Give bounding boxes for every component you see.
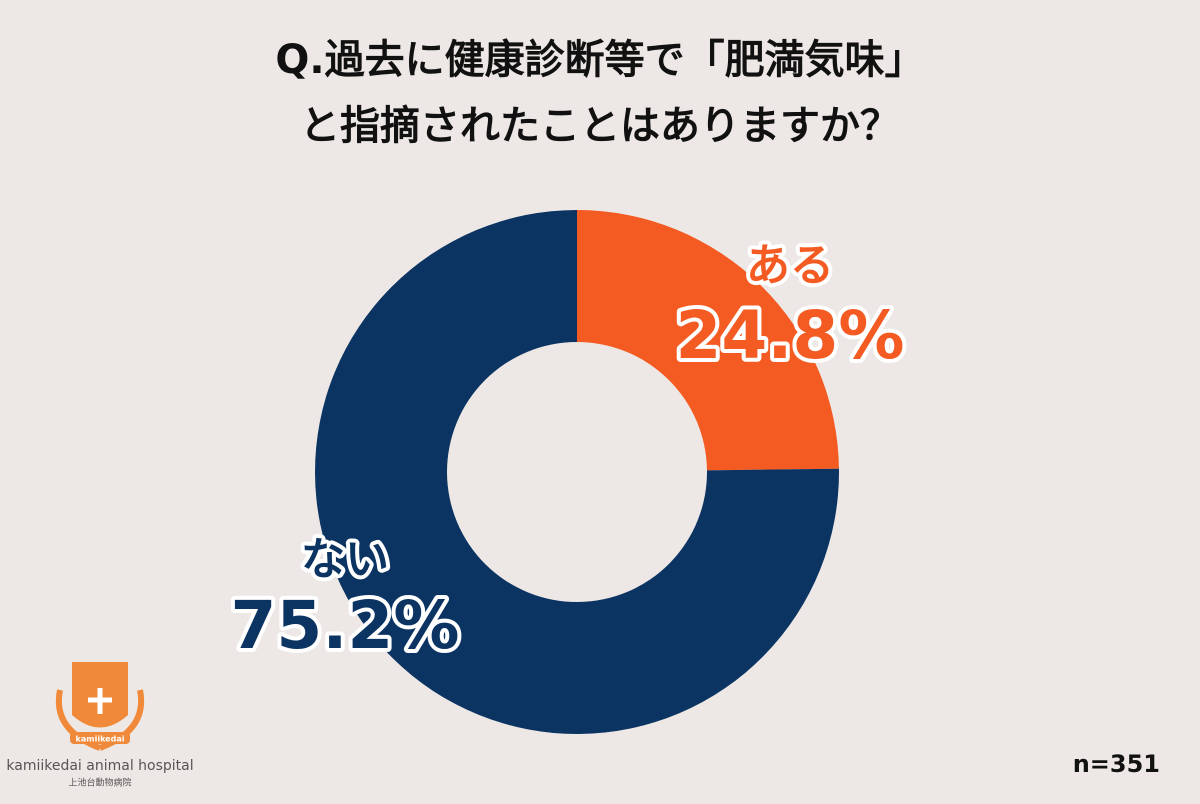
value-label: 75.2% <box>231 587 460 664</box>
sample-size: n=351 <box>1073 750 1160 778</box>
chart-title: Q.過去に健康診断等で「肥満気味」 <box>275 37 924 83</box>
chart-title: と指摘されたことはありますか？ <box>300 103 900 149</box>
logo-name-ja: 上池台動物病院 <box>68 777 131 789</box>
logo-ribbon <box>70 732 130 744</box>
logo-badge: kamiikedai <box>76 735 125 744</box>
logo: kamiikedai kamiikedai animal hospital 上池… <box>6 662 194 789</box>
donut-segment <box>577 210 839 471</box>
value-label: 24.8% <box>676 297 905 374</box>
category-label: ある <box>746 240 834 291</box>
logo-name: kamiikedai animal hospital <box>6 758 193 774</box>
donut <box>315 210 840 734</box>
logo-cross <box>88 688 112 714</box>
donut-segment <box>315 210 840 734</box>
logo-wreath <box>55 689 145 751</box>
category-label: ない <box>301 534 389 585</box>
